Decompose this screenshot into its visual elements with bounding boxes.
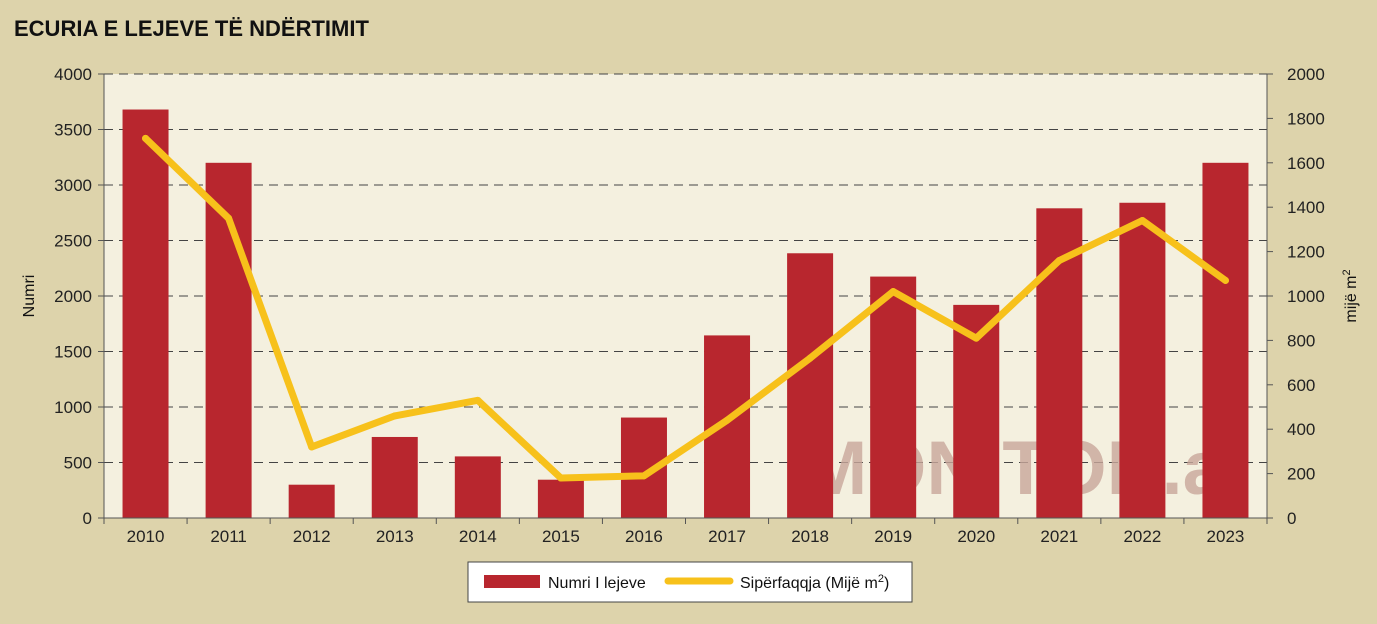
legend-label-line-tail: ) bbox=[884, 575, 889, 592]
line-point bbox=[474, 396, 482, 404]
y-tick-label: 2000 bbox=[54, 287, 92, 306]
legend: Numri I lejeve Sipërfaqqja (Mijë m2) bbox=[467, 561, 913, 603]
x-tick-label: 2018 bbox=[791, 527, 829, 546]
legend-label-bars: Numri I lejeve bbox=[548, 575, 646, 592]
chart-title: ECURIA E LEJEVE TË NDËRTIMIT bbox=[14, 16, 369, 41]
line-point bbox=[889, 288, 897, 296]
y-right-tick-label: 0 bbox=[1287, 509, 1296, 528]
y-tick-label: 0 bbox=[83, 509, 92, 528]
y-right-tick-label: 400 bbox=[1287, 420, 1315, 439]
bar bbox=[870, 276, 917, 518]
x-tick-label: 2020 bbox=[957, 527, 995, 546]
y-tick-label: 4000 bbox=[54, 65, 92, 84]
y-right-tick-label: 1600 bbox=[1287, 154, 1325, 173]
x-tick-label: 2015 bbox=[542, 527, 580, 546]
x-tick-label: 2016 bbox=[625, 527, 663, 546]
line-point bbox=[225, 214, 233, 222]
y-tick-label: 3000 bbox=[54, 176, 92, 195]
line-point bbox=[142, 134, 150, 142]
y-right-tick-label: 1400 bbox=[1287, 198, 1325, 217]
x-tick-label: 2023 bbox=[1207, 527, 1245, 546]
line-point bbox=[806, 354, 814, 362]
x-tick-label: 2022 bbox=[1123, 527, 1161, 546]
line-point bbox=[557, 474, 565, 482]
y-tick-label: 2500 bbox=[54, 232, 92, 251]
y-tick-label: 3500 bbox=[54, 121, 92, 140]
line-point bbox=[391, 412, 399, 420]
y-axis-label-right: mijë m2 bbox=[1341, 269, 1360, 322]
x-tick-label: 2014 bbox=[459, 527, 497, 546]
line-point bbox=[1138, 217, 1146, 225]
legend-swatch-bars bbox=[484, 575, 540, 588]
line-point bbox=[723, 416, 731, 424]
line-series bbox=[142, 134, 1229, 482]
bar bbox=[371, 436, 418, 518]
y-axis-label-right-base: mijë m bbox=[1343, 276, 1360, 323]
right-tick-labels: 0 200 400 600 800 1000 1200 1400 1600 1800 2000 bbox=[1267, 65, 1325, 528]
legend-label-line-sup: 2 bbox=[878, 573, 884, 585]
left-tick-labels: 0 500 1000 1500 2000 2500 3000 3500 4000 bbox=[54, 65, 104, 528]
bar bbox=[537, 479, 584, 518]
line-path bbox=[142, 134, 1229, 482]
x-tick-label: 2021 bbox=[1040, 527, 1078, 546]
x-tick-labels: 2010 2011 2012 2013 2014 2015 2016 2017 2018 2019… bbox=[103, 518, 1268, 546]
bar bbox=[787, 253, 834, 518]
bar bbox=[1119, 202, 1166, 518]
y-right-tick-label: 1000 bbox=[1287, 287, 1325, 306]
bar bbox=[1202, 162, 1249, 519]
line-point bbox=[972, 334, 980, 342]
y-axis-label-right-sup: 2 bbox=[1341, 269, 1353, 275]
x-tick-label: 2019 bbox=[874, 527, 912, 546]
y-tick-label: 1000 bbox=[54, 398, 92, 417]
bar bbox=[288, 484, 335, 518]
line-point bbox=[1221, 276, 1229, 284]
y-tick-label: 500 bbox=[64, 454, 92, 473]
bar bbox=[704, 335, 751, 518]
y-right-tick-label: 2000 bbox=[1287, 65, 1325, 84]
bar bbox=[454, 456, 501, 518]
bar bbox=[122, 109, 169, 519]
legend-label-line: Sipërfaqqja (Mijë m2) bbox=[740, 573, 889, 592]
x-tick-label: 2017 bbox=[708, 527, 746, 546]
y-tick-label: 1500 bbox=[54, 343, 92, 362]
y-right-tick-label: 1200 bbox=[1287, 243, 1325, 262]
x-tick-label: 2010 bbox=[127, 527, 165, 546]
x-tick-label: 2013 bbox=[376, 527, 414, 546]
y-right-tick-label: 1800 bbox=[1287, 109, 1325, 128]
y-right-tick-label: 600 bbox=[1287, 376, 1315, 395]
x-tick-label: 2012 bbox=[293, 527, 331, 546]
y-axis-label-left: Numri bbox=[21, 275, 38, 318]
x-tick-label: 2011 bbox=[210, 527, 247, 546]
line-point bbox=[640, 472, 648, 480]
y-right-tick-label: 800 bbox=[1287, 331, 1315, 350]
y-right-tick-label: 200 bbox=[1287, 465, 1315, 484]
line-point bbox=[308, 443, 316, 451]
legend-label-line-base: Sipërfaqqja (Mijë m bbox=[740, 575, 878, 592]
line-point bbox=[1055, 256, 1063, 264]
